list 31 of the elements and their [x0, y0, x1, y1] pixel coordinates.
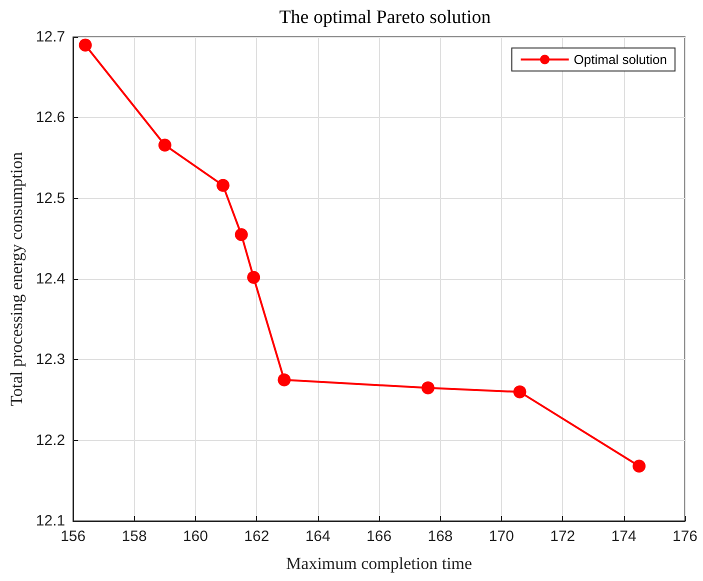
y-tick-label: 12.4: [36, 270, 66, 288]
x-tick-label: 160: [182, 528, 208, 545]
y-tick-label: 12.1: [36, 512, 66, 530]
x-tick-label: 170: [488, 528, 514, 545]
x-tick-label: 162: [244, 528, 270, 545]
legend-label: Optimal solution: [574, 52, 668, 67]
x-tick-label: 168: [428, 528, 453, 545]
y-tick-label: 12.6: [36, 109, 66, 126]
point: [278, 373, 291, 386]
y-tick-label: 12.2: [36, 432, 66, 449]
y-axis-title: Total processing energy consumption: [7, 152, 26, 406]
x-axis-title: Maximum completion time: [286, 554, 472, 573]
y-tick-label: 12.5: [36, 190, 66, 207]
point: [216, 178, 230, 192]
chart-title: The optimal Pareto solution: [279, 7, 492, 28]
point: [78, 38, 92, 52]
point: [422, 381, 434, 394]
x-tick-label: 156: [60, 528, 86, 545]
point: [513, 385, 526, 398]
point: [247, 270, 260, 284]
point: [234, 228, 248, 242]
x-tick-label: 176: [672, 528, 698, 545]
x-tick-label: 164: [305, 528, 330, 545]
x-tick-label: 174: [611, 528, 636, 545]
y-tick-label: 12.3: [36, 351, 66, 368]
x-tick-label: 172: [550, 528, 576, 545]
x-tick-label: 158: [122, 528, 147, 545]
point: [632, 460, 646, 473]
x-tick-label: 166: [366, 528, 392, 545]
point: [158, 138, 172, 152]
y-tick-label: 12.7: [36, 28, 66, 46]
